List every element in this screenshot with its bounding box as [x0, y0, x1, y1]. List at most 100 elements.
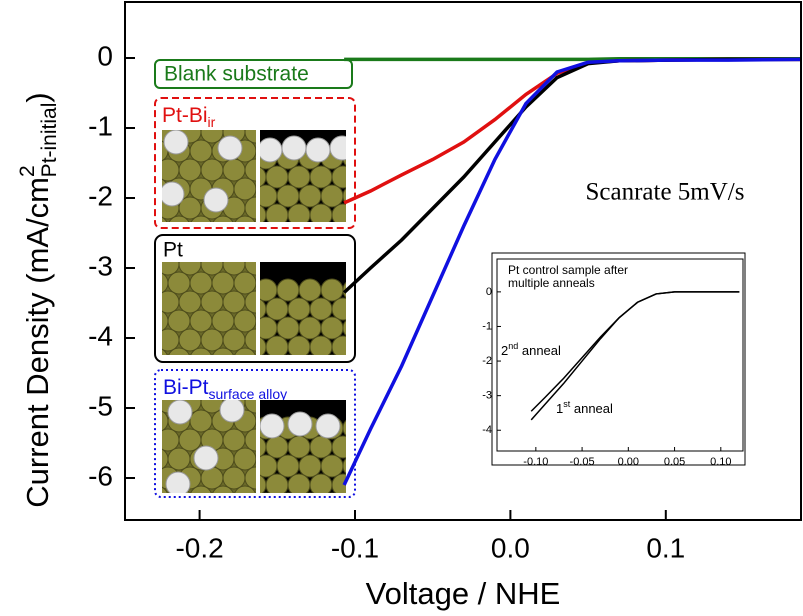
legend-name: Bi-Pt [163, 376, 209, 399]
legend-box [154, 97, 356, 229]
atom [287, 473, 311, 493]
y-tick-label: 0 [97, 40, 113, 71]
atom [234, 485, 256, 493]
atom [354, 166, 376, 188]
atom [244, 428, 256, 452]
atom [260, 454, 278, 478]
x-tick-label: 0.10 [710, 456, 731, 468]
atom [189, 309, 213, 333]
atom [222, 428, 246, 452]
atom [331, 335, 346, 355]
atom [315, 413, 341, 439]
atom [329, 135, 346, 161]
y-tick-label: -1 [88, 110, 113, 141]
atom [260, 137, 283, 163]
atom [135, 429, 157, 451]
atom [298, 316, 322, 340]
y-label-sup: 2 [16, 165, 39, 177]
atom [203, 187, 229, 213]
x-axis-label: Voltage / NHE [366, 576, 561, 611]
atom [165, 471, 191, 493]
atom [233, 309, 256, 333]
atom [162, 348, 168, 355]
atom [211, 309, 235, 333]
legend-name: Pt-Bi [162, 104, 208, 127]
legend-label: Blank substrate [164, 63, 309, 86]
anno-sup: nd [508, 341, 518, 351]
atom [320, 278, 344, 302]
atom [135, 391, 157, 413]
atom [281, 135, 307, 161]
atom [298, 454, 322, 478]
atom [244, 158, 256, 182]
atom [167, 447, 191, 471]
axes-frame [496, 258, 744, 452]
legend-box [154, 59, 353, 89]
anno-sup: st [563, 399, 571, 409]
atom [162, 448, 169, 470]
y-tick-label: -4 [88, 320, 113, 351]
atom [167, 400, 193, 425]
atom [135, 197, 157, 219]
atom [219, 400, 245, 423]
x-tick-label: -0.2 [175, 532, 223, 563]
atom-image [260, 262, 376, 355]
atom [211, 271, 235, 295]
atom [331, 297, 346, 321]
atom [178, 428, 202, 452]
atom [244, 196, 256, 220]
atom [244, 466, 256, 490]
inset-plot: -0.10 -0.05 0.00 0.05 0.10 0 -1 -2 -3 -4 [482, 258, 744, 468]
atom [135, 467, 157, 489]
legend-subscript: ir [208, 114, 216, 130]
atom [328, 354, 336, 355]
atom [135, 253, 157, 275]
atom [287, 297, 311, 321]
atom [287, 411, 313, 437]
atom [162, 158, 180, 182]
y-tick-label: -6 [88, 460, 113, 491]
atom [233, 177, 256, 201]
inset-annotation: 2nd anneal [501, 341, 561, 358]
atom [309, 297, 333, 321]
atom [190, 485, 212, 493]
atom [260, 184, 278, 208]
atom-images [135, 121, 376, 493]
atom [244, 262, 256, 276]
atom [260, 278, 278, 302]
atom [162, 410, 169, 432]
atom [222, 328, 246, 352]
atom [168, 347, 190, 355]
atom [135, 291, 157, 313]
y-label-sub: Pt-initial [38, 103, 61, 178]
anno-rest: anneal [518, 343, 561, 358]
atom [342, 319, 346, 337]
atom [260, 316, 278, 340]
x-tick-label: 0.0 [491, 532, 530, 563]
y-tick-label: -1 [482, 320, 492, 332]
atom [200, 328, 224, 352]
atom [354, 298, 376, 320]
atom [276, 454, 300, 478]
atom [309, 335, 333, 355]
atom [135, 121, 157, 143]
atom [200, 158, 224, 182]
atom [222, 290, 246, 314]
atom [162, 310, 169, 332]
atom [200, 262, 224, 276]
atom [309, 203, 333, 222]
atom [305, 137, 331, 163]
atom [189, 271, 213, 295]
x-tick-label: -0.10 [523, 456, 548, 468]
legend-label: Pt-Biir [162, 104, 216, 130]
atom [276, 278, 300, 302]
atom-image [260, 400, 346, 493]
atom [287, 165, 311, 189]
legend-box [154, 369, 356, 498]
atom [163, 130, 189, 155]
atom [331, 165, 346, 189]
atom-image [135, 391, 256, 493]
atom [284, 354, 292, 355]
atom [309, 473, 333, 493]
